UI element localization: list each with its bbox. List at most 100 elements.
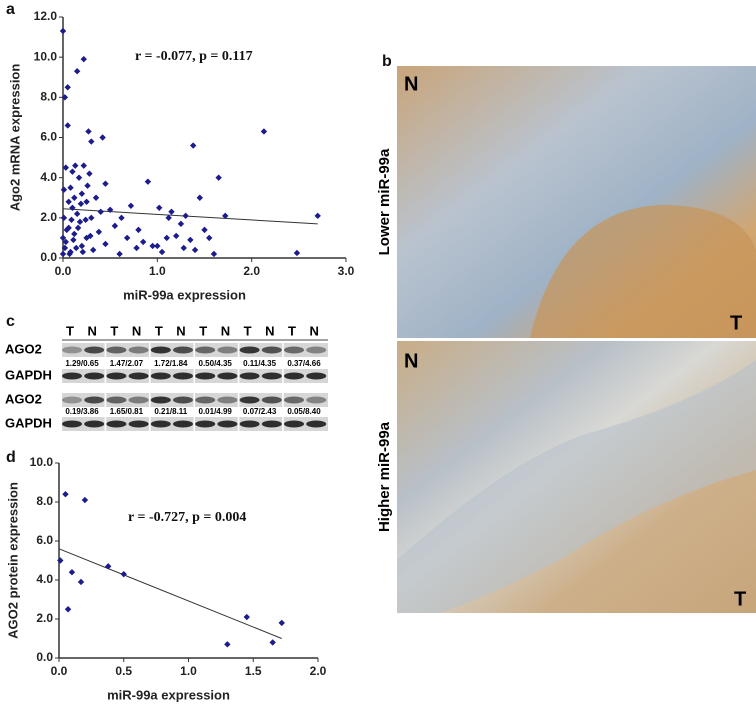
point xyxy=(92,194,100,201)
band xyxy=(150,346,171,354)
band xyxy=(284,420,304,428)
point xyxy=(105,563,112,570)
y-axis-title: AGO2 protein expression xyxy=(5,482,20,639)
point xyxy=(63,226,70,234)
point xyxy=(76,218,84,226)
point xyxy=(87,232,94,240)
x-tick-label: 0.0 xyxy=(55,264,72,278)
row-label: AGO2 xyxy=(5,341,42,356)
point xyxy=(120,570,127,578)
panel-letter: a xyxy=(6,1,15,18)
band xyxy=(84,346,105,354)
band xyxy=(195,420,216,428)
lane-label: N xyxy=(310,323,319,338)
row-label: GAPDH xyxy=(5,367,52,382)
point xyxy=(133,244,140,252)
point xyxy=(77,200,85,207)
point xyxy=(75,174,83,181)
ratio-label: 0.11/4.35 xyxy=(243,359,276,368)
point xyxy=(206,234,213,242)
band xyxy=(261,396,282,404)
point xyxy=(243,613,250,621)
y-tick-label: 4.0 xyxy=(36,572,53,586)
point xyxy=(118,214,125,222)
x-tick-label: 2.0 xyxy=(243,264,260,278)
point xyxy=(86,170,93,177)
band xyxy=(128,346,149,354)
ratio-label: 1.72/1.84 xyxy=(154,359,188,368)
blot-strip xyxy=(62,343,328,357)
band xyxy=(84,420,105,428)
band xyxy=(128,372,149,380)
blot-strip xyxy=(62,369,328,383)
point xyxy=(95,228,103,236)
point xyxy=(149,242,156,250)
y-tick-label: 6.0 xyxy=(36,533,53,547)
point xyxy=(88,138,95,145)
row-label: AGO2 xyxy=(5,391,42,406)
y-tick-label: 2.0 xyxy=(36,611,53,625)
point xyxy=(59,250,67,258)
y-tick-label: 10.0 xyxy=(34,49,58,63)
region-mark: N xyxy=(404,350,418,372)
point xyxy=(59,27,67,35)
band xyxy=(106,396,127,404)
lane-label: T xyxy=(199,323,207,338)
point xyxy=(78,242,86,250)
point xyxy=(77,578,85,586)
point xyxy=(210,250,218,258)
band xyxy=(62,346,82,354)
point xyxy=(68,569,76,576)
band xyxy=(195,396,216,404)
lane-label: T xyxy=(288,323,296,338)
band xyxy=(150,396,171,404)
ratio-label: 0.05/8.40 xyxy=(287,407,321,416)
point xyxy=(71,230,78,238)
region-mark: T xyxy=(734,588,746,610)
stat-annotation: r = -0.727, p = 0.004 xyxy=(128,510,246,525)
point xyxy=(215,174,222,181)
point xyxy=(180,244,187,252)
band xyxy=(62,420,82,428)
point xyxy=(60,186,68,193)
lane-label: T xyxy=(244,323,252,338)
point xyxy=(222,212,229,220)
lane-label: N xyxy=(176,323,185,338)
ratio-label: 0.19/3.86 xyxy=(65,407,99,416)
point xyxy=(127,202,135,209)
x-axis-title: miR-99a expression xyxy=(107,687,230,702)
point xyxy=(79,248,87,256)
band xyxy=(150,420,171,428)
band xyxy=(239,396,260,404)
panel-letter: c xyxy=(6,313,15,330)
point xyxy=(111,222,119,230)
point xyxy=(59,234,67,242)
point xyxy=(61,244,69,252)
band xyxy=(173,420,193,428)
band xyxy=(306,346,327,354)
point xyxy=(73,68,81,75)
point xyxy=(189,142,197,149)
y-tick-label: 8.0 xyxy=(36,494,53,508)
point xyxy=(67,184,74,191)
band xyxy=(106,420,127,428)
ratio-label: 1.47/2.07 xyxy=(110,359,144,368)
point xyxy=(158,248,166,256)
point xyxy=(62,164,70,171)
band xyxy=(128,396,149,404)
lane-label: N xyxy=(221,323,230,338)
band xyxy=(173,346,193,354)
point xyxy=(61,94,69,101)
point xyxy=(224,641,231,648)
stat-annotation: r = -0.077, p = 0.117 xyxy=(135,49,253,64)
lane-label: N xyxy=(88,323,97,338)
point xyxy=(57,557,64,564)
point xyxy=(173,232,180,240)
x-tick-label: 1.0 xyxy=(149,264,166,278)
point xyxy=(80,162,87,169)
band xyxy=(239,420,260,428)
region-mark: N xyxy=(404,73,418,95)
point xyxy=(182,212,189,220)
point xyxy=(144,178,152,185)
